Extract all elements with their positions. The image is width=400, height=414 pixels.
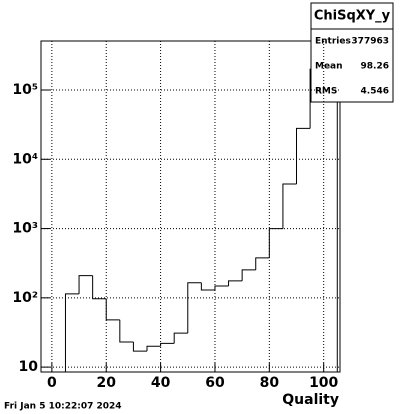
histogram-bin [255,257,270,270]
x-axis-label: Quality [282,392,339,408]
x-tick-label: 40 [151,375,171,391]
stats-value: 98.26 [361,62,389,72]
y-tick-label: 10² [12,290,38,306]
y-tick-label: 10 [19,359,39,375]
histogram-bin [132,342,148,352]
histogram-bin [92,275,107,300]
x-tick-label: 100 [309,375,338,391]
x-tick-label: 80 [260,375,280,391]
histogram-bin [200,282,215,291]
stats-box [310,2,394,103]
histogram-bin [173,332,188,344]
histogram-bin [78,275,93,294]
histogram-bin [187,282,202,334]
histogram-bin [214,285,229,290]
stats-value: 4.546 [361,87,389,97]
stats-title: ChiSqXY_y [314,9,391,24]
histogram-bin [146,345,161,352]
histogram-bin [160,342,175,347]
histogram-bin [119,319,134,343]
x-tick-label: 0 [47,375,57,391]
footer: Fri Jan 5 10:22:07 2024 [4,402,122,412]
stats-value: 377963 [351,37,389,47]
plot-frame [40,40,341,373]
stats-label: RMS [315,87,337,97]
y-tick-label: 10³ [12,221,38,237]
histogram-bin [296,127,311,184]
histogram-bin [228,280,243,287]
histogram-bin [282,183,297,229]
x-tick-label: 20 [96,375,116,391]
x-tick-label: 60 [205,375,225,391]
stats-label: Entries [315,37,351,47]
plot-area [64,68,338,372]
stats-label: Mean [315,62,343,72]
y-tick-label: 10⁵ [12,82,38,98]
histogram-bin [64,293,80,372]
histogram-bin [241,269,256,281]
y-tick-label: 10⁴ [12,151,38,167]
